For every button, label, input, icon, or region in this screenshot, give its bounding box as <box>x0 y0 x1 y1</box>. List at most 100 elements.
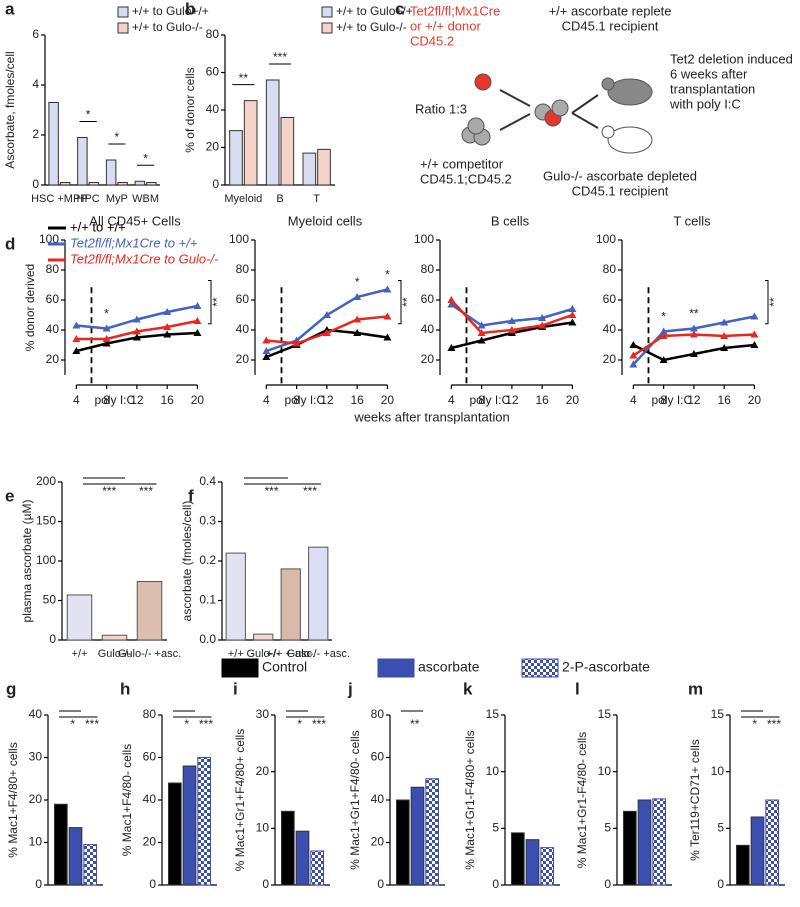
point-marker <box>72 321 81 329</box>
point-marker <box>720 318 729 326</box>
legend-label: +/+ to Gulo+/+ <box>132 4 209 18</box>
chart-title: T cells <box>673 213 711 228</box>
significance-label: ** <box>239 71 249 85</box>
point-marker <box>322 311 331 318</box>
y-tick-label: 60 <box>206 65 220 79</box>
x-tick-label: 20 <box>566 393 580 407</box>
significance-label: * <box>86 108 91 122</box>
bar <box>310 850 325 886</box>
bar <box>48 102 59 186</box>
legend-label: Tet2fl/fl;Mx1Cre to Gulo-/- <box>70 251 219 266</box>
mix-cell <box>551 99 569 117</box>
x-tick-label: 16 <box>160 393 174 407</box>
schematic-text: Tet2fl/fl;Mx1Cre <box>410 3 500 18</box>
y-tick-label: 2 <box>32 127 39 141</box>
bar <box>101 634 128 641</box>
y-tick-label: 0.3 <box>199 514 216 528</box>
y-axis-label: % Mac1+F4/80- cells <box>120 744 134 856</box>
y-tick-label: 0.2 <box>199 553 216 567</box>
significance-label: * <box>385 268 390 282</box>
y-tick-label: 60 <box>236 292 250 306</box>
panel-letter: m <box>688 679 703 698</box>
y-axis-label: ascorbate (fmoles/cell) <box>180 501 194 622</box>
bar <box>134 180 146 186</box>
y-tick-label: 20 <box>603 352 617 366</box>
y-tick-label: 60 <box>46 292 60 306</box>
legend-swatch <box>117 6 129 18</box>
significance-label: *** <box>303 484 317 498</box>
bar <box>88 182 100 186</box>
schematic-text: CD45.1 recipient <box>572 183 669 198</box>
point-marker <box>102 335 111 342</box>
y-tick-label: 20 <box>371 835 385 849</box>
y-tick-label: 10 <box>256 821 270 835</box>
legend-swatch <box>377 658 415 678</box>
y-tick-label: 4 <box>32 77 39 91</box>
point-marker <box>353 329 362 336</box>
event-label: poly I:C <box>284 393 325 407</box>
y-tick-label: 60 <box>421 292 435 306</box>
bar <box>637 799 652 886</box>
point-marker <box>102 324 111 332</box>
point-marker <box>193 302 202 309</box>
y-tick-label: 40 <box>206 102 220 116</box>
point-marker <box>72 335 81 342</box>
point-marker <box>477 321 486 329</box>
y-tick-label: 20 <box>421 352 435 366</box>
bar <box>295 830 310 886</box>
point-marker <box>193 329 202 336</box>
x-tick-label: MyP <box>106 193 128 205</box>
significance-label: * <box>661 310 666 324</box>
x-tick-label: HSC +MPP <box>31 193 88 205</box>
point-marker <box>163 330 172 338</box>
series-line <box>632 315 755 366</box>
point-marker <box>629 341 638 348</box>
legend-label: +/+ to Gulo-/- <box>336 20 407 34</box>
legend-swatch <box>321 6 333 18</box>
point-marker <box>383 333 392 341</box>
point-marker <box>447 300 456 308</box>
schematic-text: +/+ competitor <box>420 156 504 171</box>
x-tick-label: Gulo-/- +asc. <box>118 648 181 660</box>
y-tick-label: 30 <box>29 750 43 764</box>
significance-label: *** <box>273 50 287 64</box>
x-tick-label: 8 <box>293 393 300 407</box>
x-tick-label: T <box>313 193 320 205</box>
y-tick-label: 0.0 <box>199 632 216 646</box>
point-marker <box>72 347 81 354</box>
bar <box>425 778 440 886</box>
x-tick-label: B <box>276 193 283 205</box>
y-tick-label: 20 <box>236 352 250 366</box>
y-axis-label: % Mac1+Gr1+F4/80+ cells <box>233 729 247 871</box>
panel-letter: d <box>5 234 15 253</box>
point-marker <box>132 327 141 335</box>
y-axis-label: % of donor cells <box>183 67 197 152</box>
y-tick-label: 0 <box>262 877 269 891</box>
mouse-depleted <box>607 126 653 154</box>
competitor-cell <box>467 117 485 135</box>
x-tick-label: 20 <box>191 393 205 407</box>
point-marker <box>750 341 759 348</box>
bar <box>736 844 750 886</box>
point-marker <box>538 314 547 321</box>
significance-label: * <box>297 717 302 731</box>
legend-label: Control <box>262 659 307 675</box>
x-tick-label: +/+ <box>72 648 88 660</box>
y-tick-label: 0 <box>212 177 219 191</box>
significance-label: *** <box>139 484 153 498</box>
x-tick-label: +/+ <box>228 648 244 660</box>
point-marker <box>568 318 577 326</box>
bar <box>281 810 295 886</box>
bar <box>197 757 211 886</box>
mouse-replete <box>607 78 653 106</box>
x-tick-label: WBM <box>132 193 159 205</box>
y-tick-label: 40 <box>236 322 250 336</box>
x-tick-label: Gulo-/- +asc. <box>287 648 350 660</box>
y-tick-label: 40 <box>421 322 435 336</box>
point-marker <box>262 353 271 360</box>
y-tick-label: 80 <box>371 707 385 721</box>
legend-label: +/+ to Gulo+/+ <box>336 4 413 18</box>
event-label: poly I:C <box>469 393 510 407</box>
schematic-text: +/+ ascorbate replete <box>549 3 672 18</box>
